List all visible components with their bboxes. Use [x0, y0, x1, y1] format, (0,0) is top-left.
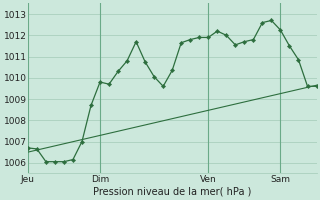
X-axis label: Pression niveau de la mer( hPa ): Pression niveau de la mer( hPa ): [93, 187, 252, 197]
